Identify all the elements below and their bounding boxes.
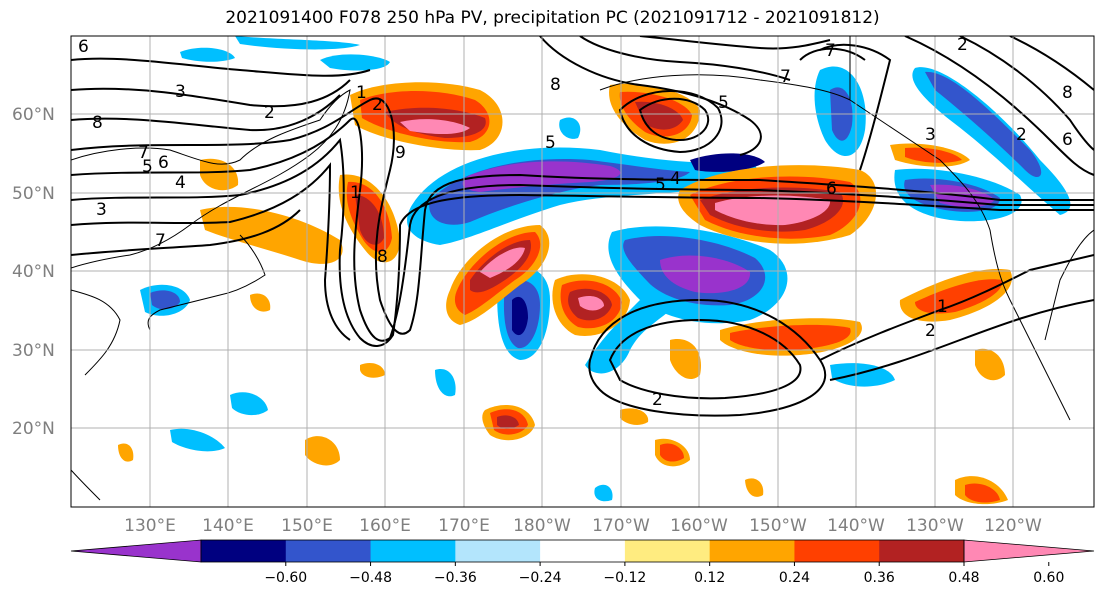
lat-label: 60°N <box>12 105 55 125</box>
contour-label: 6 <box>1062 130 1073 150</box>
lon-label: 120°W <box>984 516 1042 536</box>
colorbar-bin <box>879 540 965 562</box>
contour-label: 5 <box>718 93 729 113</box>
colorbar-tick-label: 0.12 <box>694 570 725 586</box>
contour-label: 5 <box>142 157 153 177</box>
contour-label: 5 <box>545 133 556 153</box>
contour-label: 1 <box>350 183 361 203</box>
colorbar-bin <box>201 540 287 562</box>
colorbar-bin <box>455 540 541 562</box>
pv-contours <box>71 36 1094 417</box>
contour-label: 7 <box>825 41 836 61</box>
lat-label: 20°N <box>12 419 55 439</box>
contour-label: 3 <box>175 82 186 102</box>
colorbar-bin <box>370 540 456 562</box>
colorbar-tick-label: −0.24 <box>519 570 562 586</box>
lon-label: 160°W <box>670 516 728 536</box>
contour-label: 4 <box>175 173 186 193</box>
lat-label: 50°N <box>12 184 55 204</box>
contour-label: 1 <box>937 297 948 317</box>
lon-label: 170°E <box>438 516 490 536</box>
colorbar-tick-label: 0.60 <box>1033 570 1064 586</box>
contour-label: 7 <box>155 231 166 251</box>
lon-label: 130°E <box>124 516 176 536</box>
colorbar-bin <box>794 540 880 562</box>
map-title: 2021091400 F078 250 hPa PV, precipitatio… <box>225 8 880 28</box>
colorbar-extend-low <box>70 539 202 563</box>
contour-label: 6 <box>826 179 837 199</box>
contour-label: 2 <box>372 95 383 115</box>
contour-labels: 6 3 8 2 7 6 5 4 3 7 1 2 9 8 1 5 5 8 7 6 … <box>78 35 1073 410</box>
colorbar-tick-label: −0.48 <box>349 570 392 586</box>
contour-label: 4 <box>670 169 681 189</box>
contour-label: 2 <box>652 390 663 410</box>
plot-frame <box>70 35 1095 508</box>
contour-label: 8 <box>377 247 388 267</box>
contour-label: 2 <box>264 103 275 123</box>
gridlines <box>71 36 1094 507</box>
colorbar-extend-high <box>963 539 1095 563</box>
lat-label: 30°N <box>12 341 55 361</box>
colorbar-tick-label: 0.36 <box>864 570 895 586</box>
contour-label: 6 <box>158 153 169 173</box>
lon-label: 130°W <box>906 516 964 536</box>
colorbar-bin <box>709 540 795 562</box>
lat-label: 40°N <box>12 262 55 282</box>
colorbar-bin <box>285 540 372 562</box>
contour-label: 2 <box>925 321 936 341</box>
contour-label: 7 <box>138 143 149 163</box>
colorbar-tick-label: 0.24 <box>779 570 810 586</box>
contour-label: 2 <box>957 35 968 55</box>
contour-label: 1 <box>356 83 367 103</box>
contour-label: 5 <box>655 175 666 195</box>
contour-label: 6 <box>78 37 89 57</box>
lon-label: 150°E <box>281 516 333 536</box>
colorbar-bin <box>540 540 626 562</box>
colorbar: −0.60 −0.48 −0.36 −0.24 −0.12 0.12 0.24 0.36 0.4… <box>70 539 1095 586</box>
lon-label: 140°W <box>827 516 885 536</box>
lon-label: 170°W <box>592 516 650 536</box>
contour-label: 9 <box>395 143 406 163</box>
latitude-labels: 60°N 50°N 40°N 30°N 20°N <box>12 105 55 439</box>
contour-label: 8 <box>550 75 561 95</box>
colorbar-tick-label: 0.48 <box>948 570 979 586</box>
colorbar-bin <box>624 540 711 562</box>
contour-label: 2 <box>1016 125 1027 145</box>
contour-label: 7 <box>780 67 791 87</box>
lon-label: 150°W <box>749 516 807 536</box>
contour-label: 8 <box>92 113 103 133</box>
contour-label: 3 <box>925 125 936 145</box>
lon-label: 160°E <box>359 516 411 536</box>
colorbar-tick-label: −0.12 <box>603 570 646 586</box>
longitude-labels: 130°E 140°E 150°E 160°E 170°E 180°W 170°… <box>124 516 1042 536</box>
colorbar-frame <box>200 539 965 563</box>
contour-label: 8 <box>1062 83 1073 103</box>
colorbar-tick-label: −0.36 <box>434 570 477 586</box>
contour-label: 3 <box>96 200 107 220</box>
lon-label: 180°W <box>513 516 571 536</box>
colorbar-tick-label: −0.60 <box>264 570 307 586</box>
lon-label: 140°E <box>202 516 254 536</box>
